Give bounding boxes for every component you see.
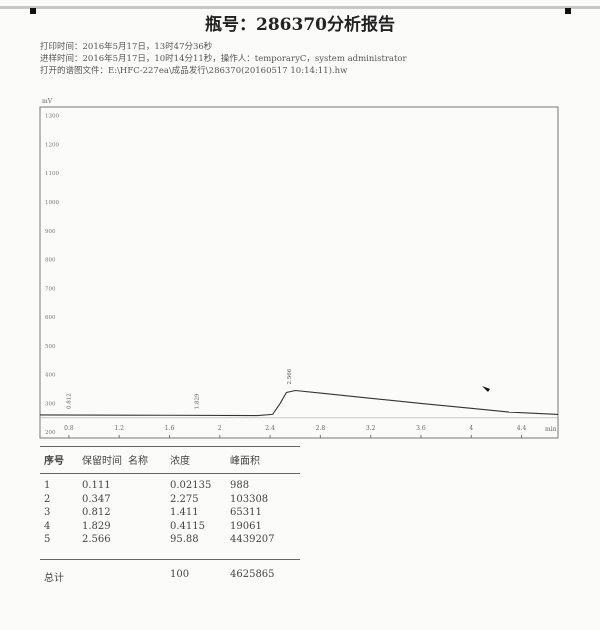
table-cell: 1.829 <box>82 520 111 532</box>
table-cell: 2.566 <box>82 534 111 545</box>
y-tick-label: 1200 <box>45 142 59 148</box>
table-bottom-rule <box>40 559 300 560</box>
header-concentration: 浓度 <box>170 456 190 467</box>
table-cell: 4439207 <box>230 534 275 545</box>
y-tick-label: 900 <box>45 229 56 235</box>
corner-mark <box>565 8 571 14</box>
y-tick-label: 1000 <box>45 200 59 206</box>
table-cell: 95.88 <box>170 534 199 545</box>
y-tick-label: 300 <box>45 401 56 407</box>
x-tick-label: 1.2 <box>114 425 124 432</box>
x-tick-label: 1.6 <box>165 425 175 432</box>
table-cell: 3 <box>44 507 51 518</box>
x-tick-label: 4 <box>469 425 473 432</box>
header-name: 名称 <box>128 456 148 467</box>
y-axis-label: mV <box>42 98 53 105</box>
table-cell: 2 <box>44 493 51 505</box>
x-tick-label: 4.4 <box>517 425 527 432</box>
y-tick-label: 1100 <box>45 171 59 177</box>
corner-mark <box>30 8 36 14</box>
print-time: 打印时间：2016年5月17日，13时47分36秒 <box>40 42 213 52</box>
x-tick-label: 3.6 <box>416 425 426 432</box>
table-cell: 103308 <box>230 493 269 505</box>
peak-label: 2.566 <box>287 368 293 384</box>
signal-trace <box>39 389 559 417</box>
injection-time: 进样时间：2016年5月17日，10时14分11秒，操作人：temporaryC… <box>40 54 407 64</box>
header-index: 序号 <box>44 456 64 467</box>
table-cell: 0.347 <box>82 493 111 505</box>
y-tick-label: 800 <box>45 258 56 264</box>
table-cell: 1 <box>44 480 51 491</box>
table-cell: 4 <box>44 520 51 532</box>
x-tick-label: 2.8 <box>316 425 326 432</box>
table-cell: 0.812 <box>82 507 111 518</box>
x-tick-label: 0.8 <box>64 425 74 432</box>
y-tick-label: 1300 <box>45 114 59 120</box>
table-cell: 988 <box>230 480 250 491</box>
total-label: 总计 <box>44 573 64 584</box>
total-area: 4625865 <box>230 569 275 580</box>
table-cell: 0.02135 <box>170 480 212 491</box>
x-tick-label: 3.2 <box>366 425 376 432</box>
header-retention-time: 保留时间 <box>82 456 122 467</box>
table-top-rule <box>40 446 300 447</box>
file-path: 打开的谱图文件：E:\HFC-227ea\成品发行\286370(2016051… <box>40 66 348 76</box>
pen-mark <box>482 386 490 392</box>
total-concentration: 100 <box>170 569 190 580</box>
table-cell: 19061 <box>230 520 262 532</box>
header-area: 峰面积 <box>230 456 260 467</box>
y-tick-label: 600 <box>45 315 56 321</box>
table-cell: 1.411 <box>170 507 199 518</box>
peak-label: 0.812 <box>66 393 72 409</box>
x-tick-label: 2.4 <box>265 425 275 432</box>
plot-frame <box>39 106 559 439</box>
x-axis-unit: min <box>545 426 557 433</box>
y-tick-label: 400 <box>45 373 56 379</box>
table-cell: 5 <box>44 534 51 545</box>
y-tick-label: 500 <box>45 344 56 350</box>
peak-label: 1.829 <box>194 393 200 409</box>
report-title: 瓶号：286370分析报告 <box>205 15 395 35</box>
table-header-rule <box>40 473 300 474</box>
x-tick-label: 2 <box>218 425 222 432</box>
y-tick-label: 200 <box>45 430 56 436</box>
y-tick-label: 700 <box>45 286 56 292</box>
table-cell: 0.4115 <box>170 520 205 532</box>
scan-edge <box>0 6 600 9</box>
table-cell: 2.275 <box>170 493 199 505</box>
table-cell: 65311 <box>230 507 262 518</box>
table-cell: 0.111 <box>82 480 111 491</box>
